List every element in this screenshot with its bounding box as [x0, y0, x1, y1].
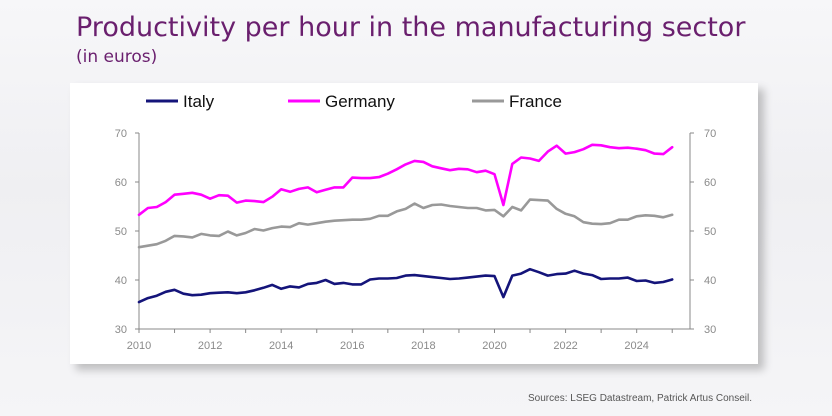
y-tick-label-right: 50	[704, 226, 716, 238]
source-note: Sources: LSEG Datastream, Patrick Artus …	[528, 393, 752, 404]
y-tick-label-right: 70	[704, 128, 716, 140]
page-subtitle: (in euros)	[76, 47, 158, 67]
y-tick-label-left: 50	[115, 226, 127, 238]
x-tick-label: 2020	[482, 340, 506, 352]
legend-label-germany: Germany	[325, 92, 395, 111]
y-tick-label-left: 40	[115, 275, 127, 287]
y-tick-label-right: 40	[704, 275, 716, 287]
legend-label-france: France	[509, 92, 562, 111]
y-tick-label-left: 60	[115, 177, 127, 189]
x-tick-label: 2018	[411, 340, 435, 352]
series-line-germany	[137, 143, 674, 217]
chart-panel	[70, 83, 758, 364]
x-tick-label: 2024	[624, 340, 648, 352]
y-tick-label-left: 70	[115, 128, 127, 140]
x-tick-label: 2016	[340, 340, 364, 352]
series-line-italy	[137, 267, 674, 304]
y-tick-label-right: 60	[704, 177, 716, 189]
x-tick-label: 2010	[127, 340, 151, 352]
series-line-france	[137, 198, 674, 249]
x-tick-label: 2022	[553, 340, 577, 352]
y-tick-label-right: 30	[704, 324, 716, 336]
x-tick-label: 2012	[198, 340, 222, 352]
page-title: Productivity per hour in the manufacturi…	[76, 12, 746, 43]
legend-label-italy: Italy	[183, 92, 215, 111]
x-tick-label: 2014	[269, 340, 293, 352]
y-tick-label-left: 30	[115, 324, 127, 336]
